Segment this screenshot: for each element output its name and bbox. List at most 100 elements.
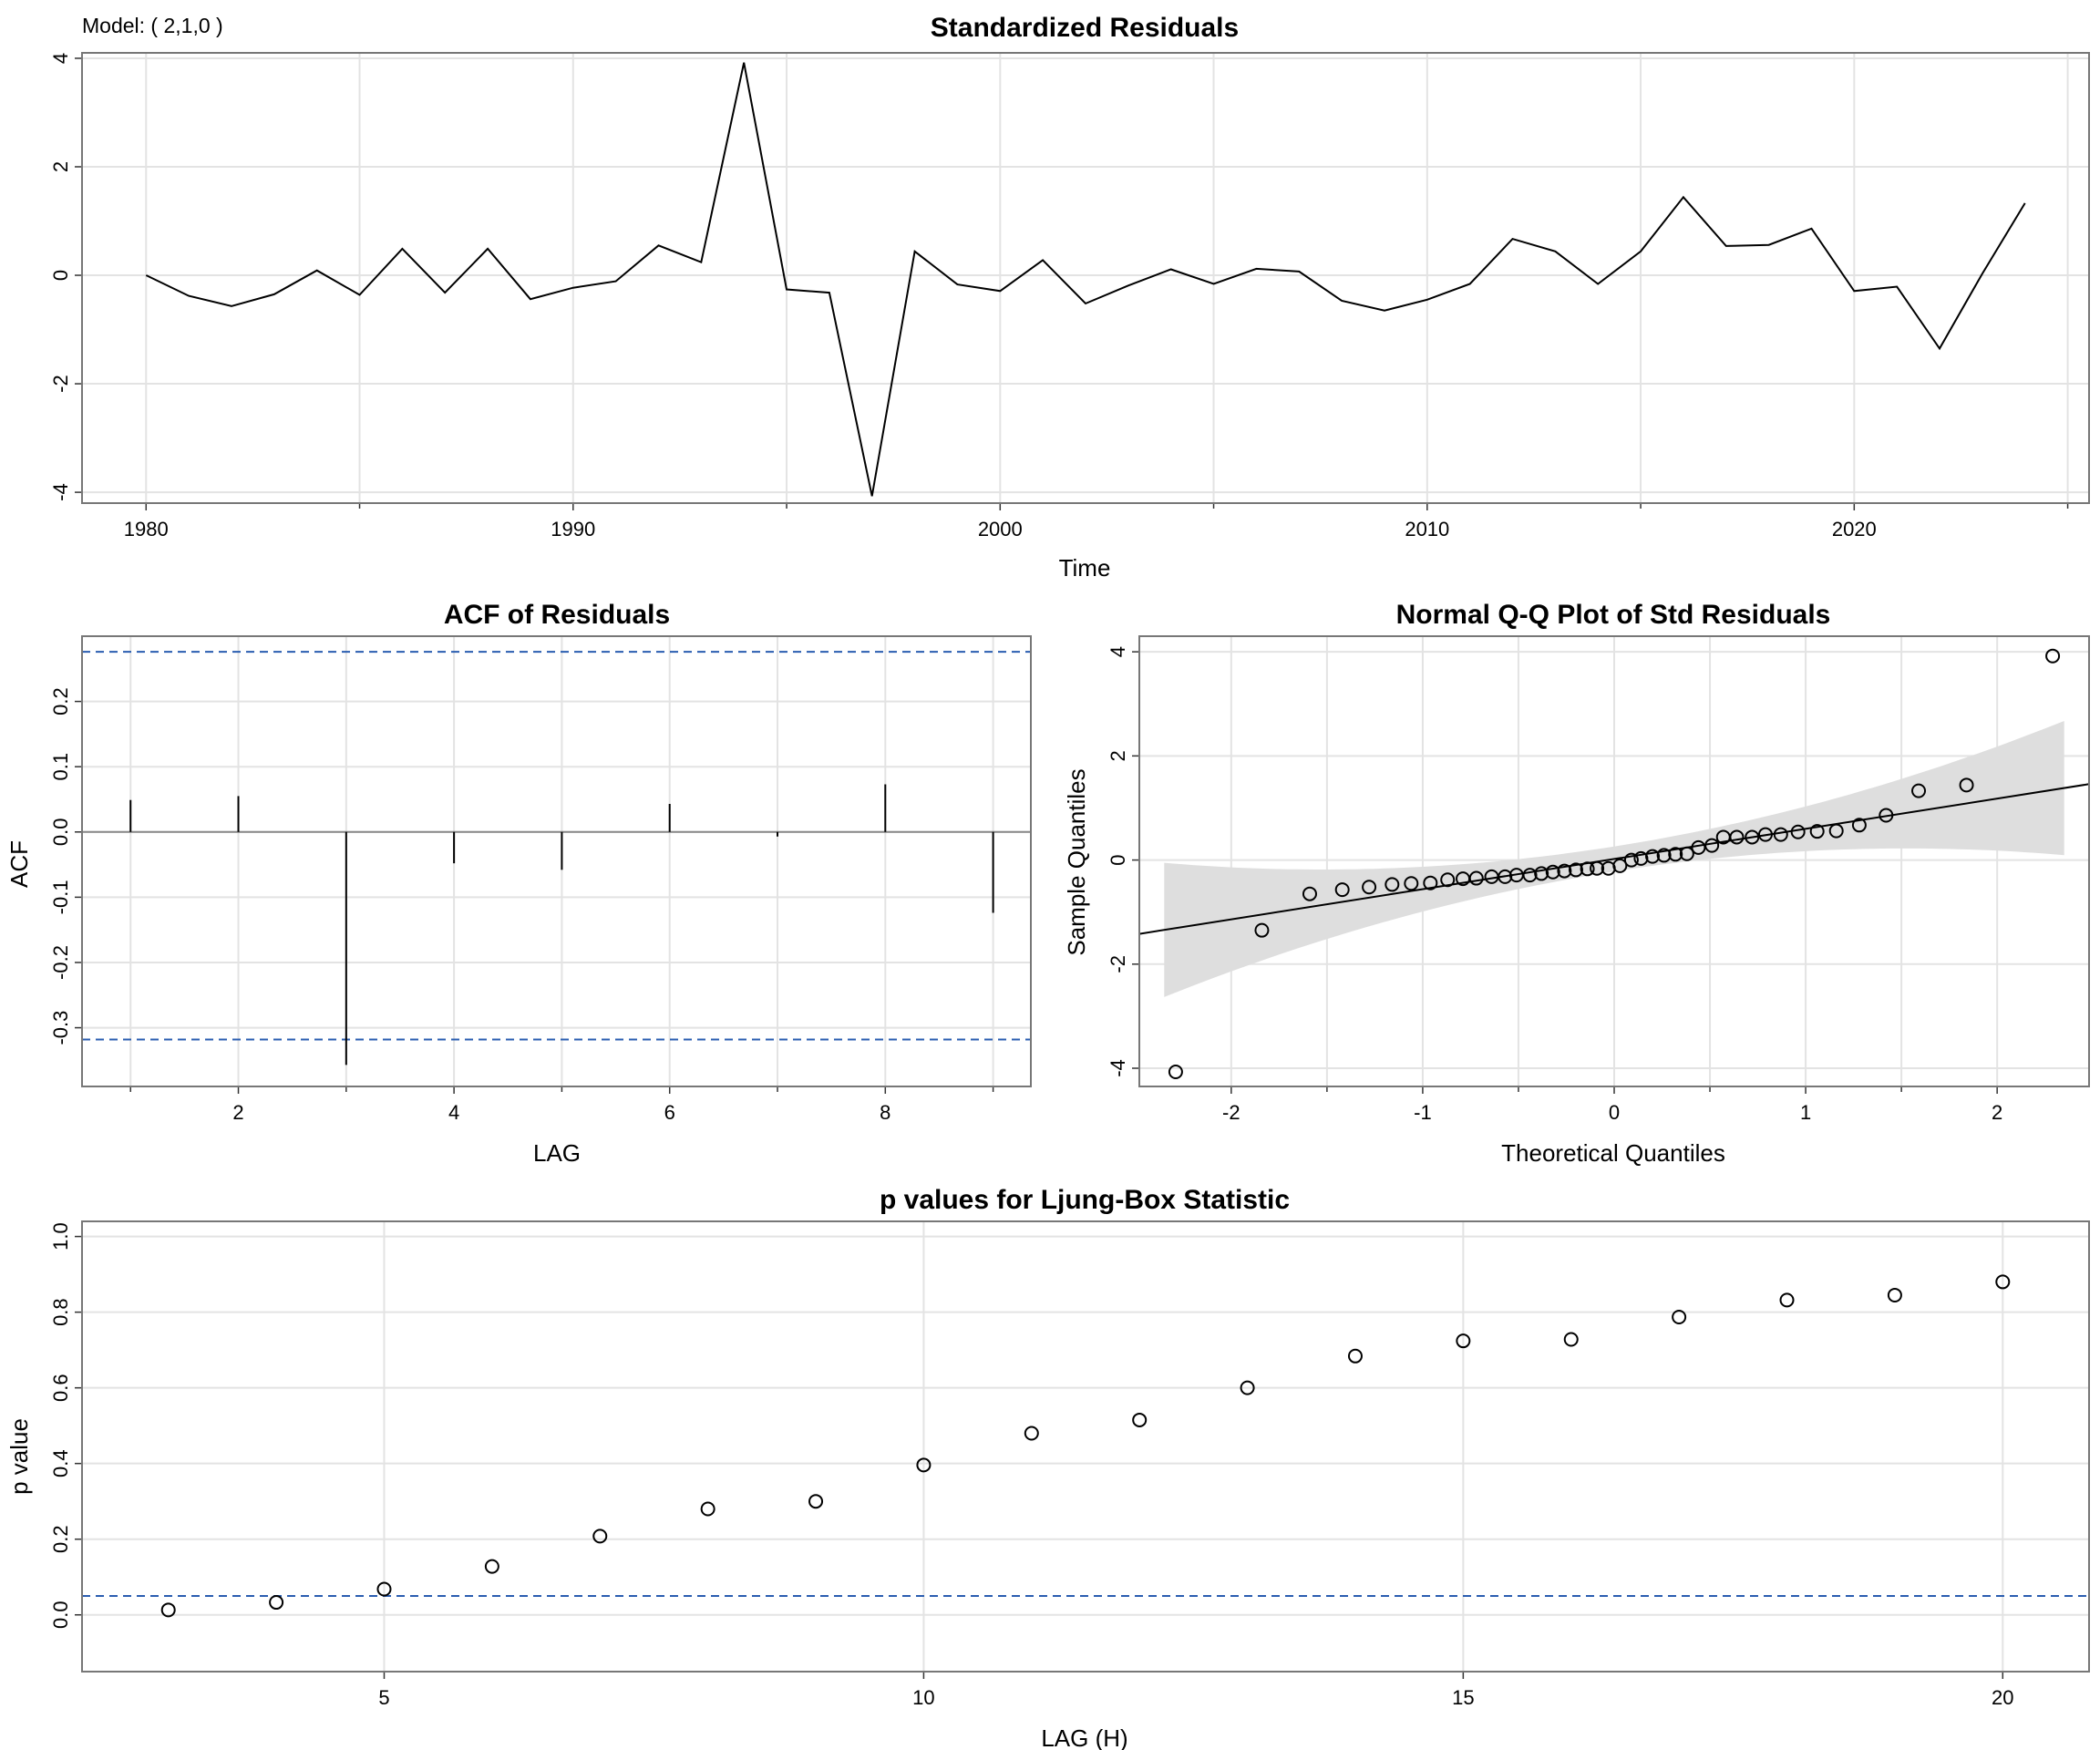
- acf-plot: 2 4 6 8 -0.3 -0.2 -0.1 0.0 0.1 0.2: [49, 635, 1032, 1124]
- y-tick-label: -0.1: [49, 880, 72, 914]
- x-tick-label: 4: [448, 1101, 459, 1124]
- y-tick-label: 0: [1107, 854, 1129, 865]
- qq-title: Normal Q-Q Plot of Std Residuals: [1396, 600, 1831, 630]
- x-tick-label: 2000: [978, 518, 1023, 540]
- x-tick-label: -2: [1222, 1101, 1240, 1124]
- x-tick-label: 2020: [1832, 518, 1877, 540]
- qq-point: [1851, 818, 1867, 833]
- qq-point: [1668, 847, 1683, 862]
- ljung-box-title: p values for Ljung-Box Statistic: [880, 1185, 1290, 1215]
- y-tick-label: 0.2: [49, 687, 72, 715]
- std-residuals-panel: Standardized Residuals 1980 1990 2000 2010 2…: [49, 13, 2090, 582]
- qq-point: [1809, 824, 1825, 839]
- qq-point: [1404, 876, 1419, 891]
- ljung-box-point: [592, 1529, 608, 1544]
- std-residuals-title: Standardized Residuals: [931, 13, 1239, 43]
- x-tick-label: 20: [1992, 1686, 2013, 1709]
- ljung-box-point: [160, 1602, 176, 1618]
- plot-frame: [81, 635, 1032, 1087]
- qq-point: [1656, 848, 1672, 863]
- ljung-box-point: [1563, 1332, 1579, 1347]
- qq-point: [1729, 829, 1745, 845]
- qq-point: [1362, 880, 1377, 895]
- y-tick-label: 0.8: [49, 1298, 72, 1326]
- x-tick-label: 5: [378, 1686, 389, 1709]
- ljung-box-panel: p values for Ljung-Box Statistic 5 10 15 20…: [5, 1185, 2090, 1750]
- y-tick-label: 0.0: [49, 1601, 72, 1629]
- ljung-box-point: [1887, 1287, 1902, 1302]
- x-tick-label: 6: [664, 1101, 675, 1124]
- residuals-series-line: [145, 62, 2026, 497]
- qq-point: [1911, 783, 1927, 798]
- ljung-box-ylabel: p value: [5, 1418, 33, 1495]
- qq-point: [1645, 849, 1661, 864]
- ljung-box-point: [484, 1559, 499, 1574]
- qq-point: [1468, 870, 1484, 886]
- acf-panel: ACF of Residuals 2 4 6 8 -0.3 -0.2 -0.1 0.0 0.1 0…: [5, 600, 1032, 1167]
- x-tick-label: 15: [1452, 1686, 1474, 1709]
- qq-point: [1773, 827, 1788, 842]
- ljung-box-point: [376, 1581, 392, 1597]
- qq-point: [1498, 869, 1513, 884]
- ljung-box-point: [1995, 1274, 2011, 1290]
- y-tick-label: -0.3: [49, 1011, 72, 1045]
- y-tick-label: 4: [1107, 646, 1129, 657]
- qq-point: [1879, 808, 1894, 823]
- ljung-box-point: [1456, 1333, 1471, 1349]
- qq-point: [2045, 648, 2061, 664]
- ljung-box-point: [1347, 1348, 1363, 1364]
- qq-point: [1522, 868, 1538, 883]
- qq-point: [1545, 864, 1560, 880]
- x-tick-label: 8: [880, 1101, 890, 1124]
- y-tick-label: 0.1: [49, 753, 72, 781]
- qq-point: [1334, 882, 1350, 898]
- ljung-box-point: [1779, 1292, 1795, 1308]
- x-tick-label: 2010: [1405, 518, 1449, 540]
- qq-point: [1828, 823, 1844, 839]
- qq-point: [1568, 862, 1583, 878]
- y-tick-label: 1.0: [49, 1222, 72, 1251]
- x-tick-label: 2: [232, 1101, 243, 1124]
- acf-xlabel: LAG: [533, 1139, 581, 1167]
- y-tick-label: 0.6: [49, 1374, 72, 1402]
- x-tick-label: 1980: [124, 518, 169, 540]
- qq-point: [1757, 827, 1773, 842]
- ljung-box-xlabel: LAG (H): [1041, 1724, 1127, 1750]
- y-tick-label: 0: [49, 270, 72, 281]
- qq-point: [1385, 877, 1400, 892]
- qq-reference-line: [1139, 783, 2089, 935]
- std-residuals-plot: 1980 1990 2000 2010 2020 -4 -2 0 2 4: [49, 52, 2090, 540]
- qq-point: [1254, 922, 1270, 938]
- qq-point: [1580, 861, 1595, 877]
- qq-point: [1557, 863, 1572, 879]
- acf-title: ACF of Residuals: [444, 600, 670, 630]
- acf-ylabel: ACF: [5, 840, 33, 888]
- qq-ylabel: Sample Quantiles: [1063, 768, 1090, 955]
- x-tick-label: 1: [1800, 1101, 1811, 1124]
- y-tick-label: 2: [1107, 750, 1129, 761]
- qq-point: [1590, 860, 1605, 876]
- ljung-box-point: [916, 1457, 932, 1473]
- qq-xlabel: Theoretical Quantiles: [1501, 1139, 1725, 1167]
- qq-point: [1691, 839, 1706, 855]
- qq-point: [1612, 858, 1628, 873]
- ljung-box-point: [1672, 1310, 1687, 1325]
- x-tick-label: 0: [1609, 1101, 1620, 1124]
- qq-panel: Normal Q-Q Plot of Std Residuals -2 -1 0 1 2…: [1063, 600, 2090, 1167]
- qq-point: [1168, 1065, 1183, 1080]
- qq-point: [1959, 777, 1974, 793]
- ljung-box-point: [269, 1595, 284, 1611]
- ljung-box-point: [1132, 1412, 1148, 1427]
- x-tick-label: 2: [1992, 1101, 2002, 1124]
- std-residuals-xlabel: Time: [1059, 554, 1111, 582]
- y-tick-label: -0.2: [49, 945, 72, 980]
- qq-point: [1704, 838, 1720, 853]
- ljung-box-point: [700, 1501, 715, 1517]
- y-tick-label: 2: [49, 161, 72, 172]
- qq-point: [1745, 829, 1760, 845]
- x-tick-label: 1990: [551, 518, 595, 540]
- qq-point: [1679, 846, 1694, 861]
- y-tick-label: 0.0: [49, 818, 72, 846]
- y-tick-label: 0.4: [49, 1449, 72, 1477]
